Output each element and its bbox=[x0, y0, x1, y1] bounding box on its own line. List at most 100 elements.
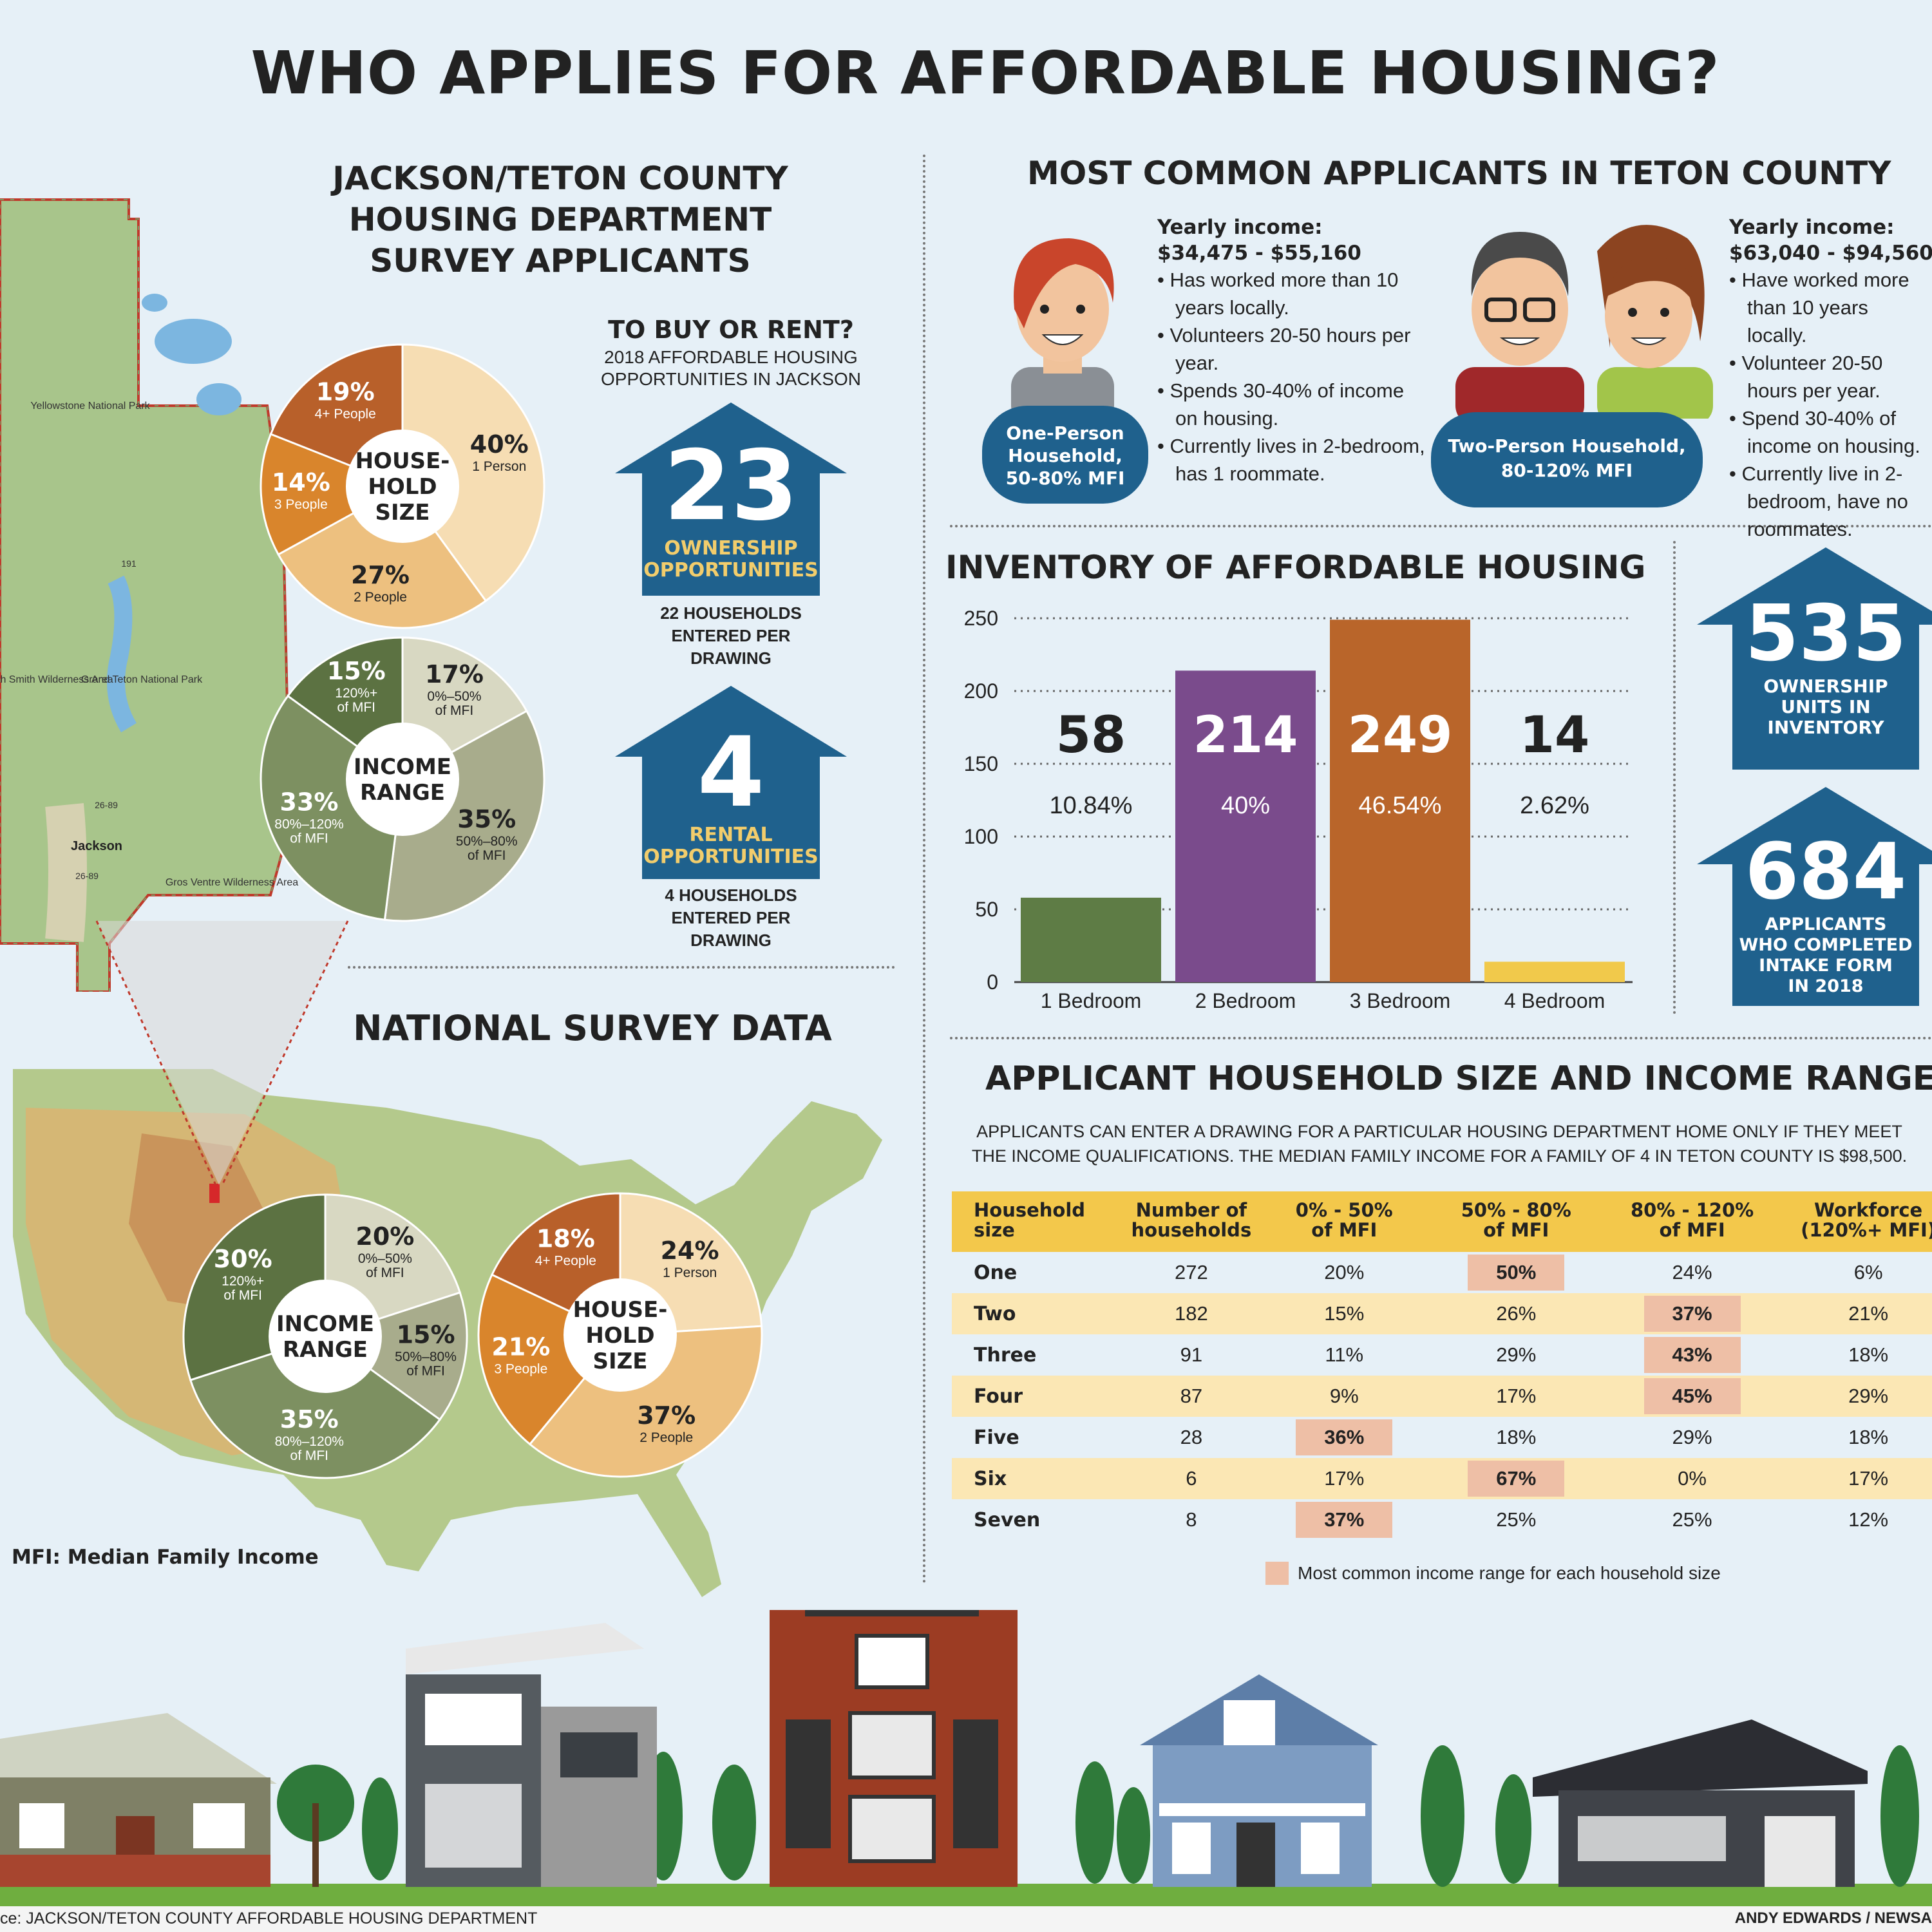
pie-slice-label: 30% bbox=[214, 1245, 272, 1273]
map-route-26-89-b: 26-89 bbox=[75, 871, 99, 881]
one-income-value: $34,475 - $55,160 bbox=[1157, 242, 1361, 265]
bar-percent-label: 10.84% bbox=[1050, 792, 1133, 819]
table-wrap: Household size Number of households 0% - 5… bbox=[952, 1191, 1932, 1540]
pie-slice-label: 21% bbox=[491, 1332, 550, 1361]
pie-center-label: RANGE bbox=[283, 1337, 368, 1363]
table-cell: 25% bbox=[1672, 1508, 1712, 1531]
th-household-size: Household size bbox=[952, 1191, 1122, 1252]
row-header-cell: Four bbox=[952, 1376, 1122, 1417]
inventory-divider bbox=[1673, 541, 1676, 1014]
pie-slice-sublabel: 80%–120% bbox=[274, 817, 343, 832]
y-tick-label: 50 bbox=[975, 898, 998, 921]
pie-slice bbox=[277, 485, 488, 629]
table-cell: 29% bbox=[1672, 1426, 1712, 1448]
credit-note: ANDY EDWARDS / NEWSA bbox=[1734, 1909, 1932, 1927]
pie-slice-label: 15% bbox=[327, 657, 386, 685]
buy-rent-sub-2: OPPORTUNITIES IN JACKSON bbox=[601, 369, 861, 389]
pie-slice-sublabel: 3 People bbox=[274, 497, 328, 512]
two-person-badge: Two-Person Household, 80-120% MFI bbox=[1431, 412, 1703, 507]
applicants-label-1: APPLICANTS bbox=[1765, 914, 1887, 934]
two-person-details: Yearly income: $63,040 - $94,560 • Have … bbox=[1729, 214, 1932, 543]
row-header-cell: Seven bbox=[974, 1508, 1041, 1531]
two-income-value: $63,040 - $94,560 bbox=[1729, 242, 1932, 265]
th-number-households: Number of households bbox=[1122, 1191, 1260, 1252]
rental-note-1: 4 HOUSEHOLDS bbox=[665, 886, 797, 905]
two-income-label: Yearly income: bbox=[1729, 216, 1895, 239]
applicants-value: 684 bbox=[1745, 828, 1907, 917]
table-cell: 67% bbox=[1428, 1458, 1604, 1499]
pie-slice bbox=[383, 709, 545, 922]
th-workforce: Workforce (120%+ MFI) bbox=[1780, 1191, 1932, 1252]
pie-slice-sublabel: 2 People bbox=[354, 590, 407, 605]
pie-slice bbox=[189, 1335, 442, 1479]
legend-text: Most common income range for each househ… bbox=[1298, 1563, 1721, 1583]
y-tick-label: 150 bbox=[964, 752, 998, 775]
two-bullet: • Have worked more than 10 years locally… bbox=[1729, 269, 1909, 346]
pie-slice bbox=[528, 1325, 763, 1478]
pie-slice-label: 24% bbox=[661, 1236, 719, 1265]
applicants-label-4: IN 2018 bbox=[1788, 976, 1864, 996]
bar-percent-label: 46.54% bbox=[1359, 792, 1442, 819]
table-cell: 0% bbox=[1604, 1458, 1781, 1499]
pie-slice-sublabel: 120%+ bbox=[222, 1274, 264, 1289]
pie-slice-sublabel: of MFI bbox=[468, 848, 506, 863]
table-cell: 272 bbox=[1175, 1261, 1208, 1283]
table-header-row: Household size Number of households 0% - 5… bbox=[952, 1191, 1932, 1252]
bar-percent-label: 40% bbox=[1221, 792, 1270, 819]
pie-slice-label: 18% bbox=[536, 1225, 595, 1253]
table-cell: 29% bbox=[1496, 1343, 1537, 1366]
one-bullet: • Has worked more than 10 years locally. bbox=[1157, 269, 1399, 319]
pie-slice-label: 15% bbox=[397, 1321, 455, 1349]
rental-value: 4 bbox=[697, 717, 765, 829]
table-intro: APPLICANTS CAN ENTER A DRAWING FOR A PAR… bbox=[947, 1119, 1932, 1168]
ownership-opportunities: 23 OWNERSHIP OPPORTUNITIES bbox=[642, 435, 820, 582]
one-person-avatar bbox=[1011, 238, 1114, 425]
bar bbox=[1175, 670, 1316, 982]
mfi-note: MFI: Median Family Income bbox=[12, 1546, 319, 1569]
table-cell: 50% bbox=[1428, 1252, 1604, 1293]
household-income-table: Household size Number of households 0% - 5… bbox=[952, 1191, 1932, 1540]
local-survey-title: JACKSON/TETON COUNTY HOUSING DEPARTMENT … bbox=[283, 158, 837, 281]
table-cell: 15% bbox=[1260, 1293, 1428, 1334]
source-note: ce: JACKSON/TETON COUNTY AFFORDABLE HOUS… bbox=[0, 1909, 538, 1927]
table-cell: 18% bbox=[1496, 1426, 1537, 1448]
pie-slice-sublabel: 3 People bbox=[494, 1361, 547, 1376]
table-cell: 6% bbox=[1853, 1261, 1883, 1283]
pie-slice-sublabel: of MFI bbox=[290, 1448, 329, 1463]
pie-center bbox=[346, 723, 459, 836]
table-cell: 182 bbox=[1122, 1293, 1260, 1334]
rental-note-3: DRAWING bbox=[690, 931, 772, 950]
map-label-gros-ventre: Gros Ventre Wilderness Area bbox=[166, 877, 298, 888]
one-badge-line-3: 50-80% MFI bbox=[1005, 468, 1125, 489]
units-label-3: INVENTORY bbox=[1767, 717, 1884, 738]
table-cell: 87 bbox=[1122, 1376, 1260, 1417]
table-cell: 18% bbox=[1848, 1426, 1889, 1448]
one-badge-line-2: Household, bbox=[1008, 445, 1122, 466]
table-row: Three 91 11% 29% 43% 18% bbox=[952, 1334, 1932, 1376]
legend-swatch bbox=[1265, 1562, 1289, 1585]
pie-slice-sublabel: of MFI bbox=[406, 1364, 445, 1379]
table-row: Four 87 9% 17% 45% 29% bbox=[952, 1376, 1932, 1417]
table-row: Seven 8 37% 25% 25% 12% bbox=[952, 1499, 1932, 1540]
common-applicants-title: MOST COMMON APPLICANTS IN TETON COUNTY bbox=[1027, 155, 1891, 192]
table-cell: 20% bbox=[1324, 1261, 1365, 1283]
applicants-total: 684 APPLICANTS WHO COMPLETED INTAKE FORM… bbox=[1732, 831, 1919, 997]
table-cell: 29% bbox=[1780, 1376, 1932, 1417]
th-50-80: 50% - 80% of MFI bbox=[1428, 1191, 1604, 1252]
pie-slice-label: 17% bbox=[425, 660, 484, 688]
row-header-cell: Two bbox=[952, 1293, 1122, 1334]
national-title: NATIONAL SURVEY DATA bbox=[353, 1008, 832, 1048]
y-tick-label: 0 bbox=[987, 971, 998, 994]
th-80-120: 80% - 120% of MFI bbox=[1604, 1191, 1781, 1252]
two-bullet: • Volunteer 20-50 hours per year. bbox=[1729, 352, 1883, 402]
pie-center-label: HOUSE- bbox=[573, 1297, 668, 1323]
pie-slice-sublabel: of MFI bbox=[337, 700, 376, 715]
buy-rent-block: TO BUY OR RENT? 2018 AFFORDABLE HOUSING … bbox=[580, 316, 882, 390]
pie-center-label: RANGE bbox=[360, 780, 445, 806]
x-tick-label: 2 Bedroom bbox=[1195, 989, 1296, 1012]
rental-note: 4 HOUSEHOLDS ENTERED PER DRAWING bbox=[609, 884, 853, 952]
pie-center-label: HOLD bbox=[368, 474, 437, 500]
ownership-note-2: ENTERED PER bbox=[671, 626, 791, 645]
units-value: 535 bbox=[1745, 589, 1907, 679]
pie-slice bbox=[323, 1291, 468, 1421]
